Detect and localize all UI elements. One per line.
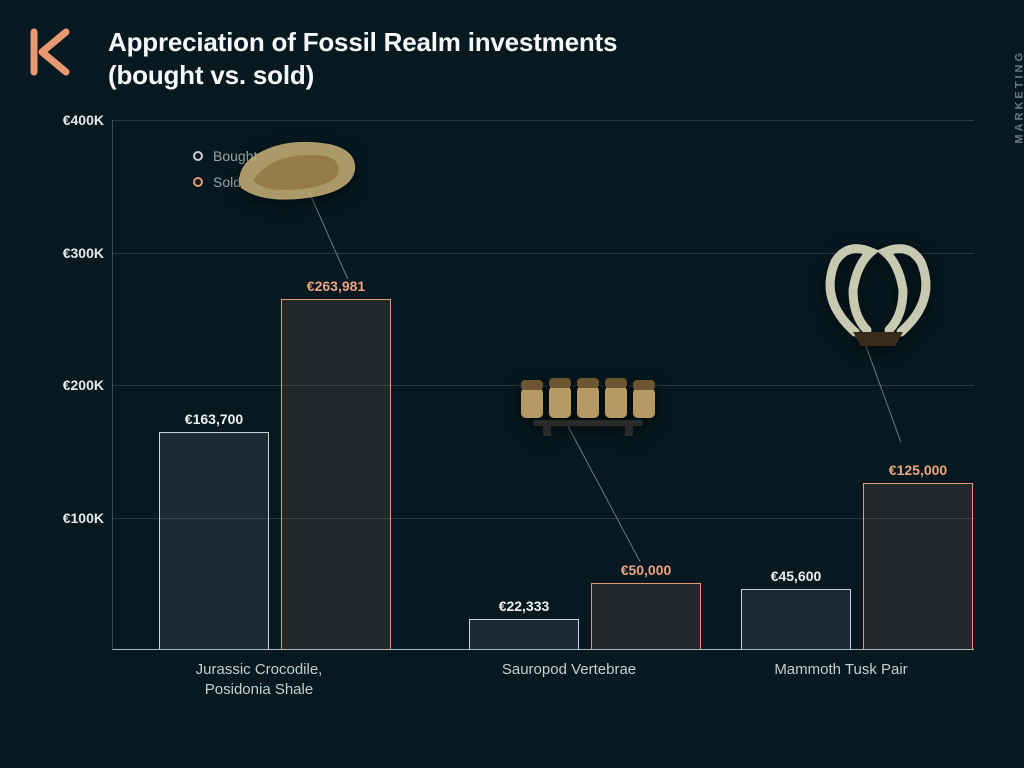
bar-value-label: €50,000 bbox=[592, 562, 700, 578]
side-label-marketing: MARKETING bbox=[1014, 50, 1024, 144]
xtick-jurassic-crocodile: Jurassic Crocodile, Posidonia Shale bbox=[134, 660, 384, 701]
bar-value-label: €163,700 bbox=[160, 411, 268, 427]
legend-marker-sold-icon bbox=[193, 177, 203, 187]
bar-bought: €45,600 bbox=[741, 589, 851, 649]
bar-value-label: €22,333 bbox=[470, 598, 578, 614]
page-title: Appreciation of Fossil Realm investments… bbox=[108, 26, 617, 91]
appreciation-bar-chart: €100K €200K €300K €400K Bought Sold bbox=[48, 120, 978, 690]
bar-sold: €263,981 bbox=[281, 299, 391, 649]
callout-line bbox=[565, 420, 641, 562]
title-line-1: Appreciation of Fossil Realm investments bbox=[108, 27, 617, 57]
vertebrae-icon bbox=[513, 370, 663, 440]
title-line-2: (bought vs. sold) bbox=[108, 60, 314, 90]
tusk-pair-icon bbox=[813, 240, 943, 350]
bar-value-label: €125,000 bbox=[864, 462, 972, 478]
fossil-slab-icon bbox=[233, 130, 363, 210]
ytick-100k: €100K bbox=[48, 510, 104, 526]
brand-logo bbox=[28, 28, 76, 76]
ytick-400k: €400K bbox=[48, 112, 104, 128]
legend-marker-bought-icon bbox=[193, 151, 203, 161]
bar-sold: €50,000 bbox=[591, 583, 701, 649]
bar-value-label: €45,600 bbox=[742, 568, 850, 584]
bar-bought: €163,700 bbox=[159, 432, 269, 649]
ytick-200k: €200K bbox=[48, 377, 104, 393]
xtick-sauropod-vertebrae: Sauropod Vertebrae bbox=[444, 660, 694, 680]
bar-group-jurassic-crocodile: €163,700 €263,981 bbox=[159, 299, 391, 649]
bar-group-mammoth-tusk: €45,600 €125,000 bbox=[741, 483, 973, 649]
ytick-300k: €300K bbox=[48, 245, 104, 261]
bar-group-sauropod-vertebrae: €22,333 €50,000 bbox=[469, 583, 701, 649]
xtick-mammoth-tusk: Mammoth Tusk Pair bbox=[716, 660, 966, 680]
plot-area: Bought Sold bbox=[112, 120, 974, 650]
gridline bbox=[113, 120, 974, 121]
bar-value-label: €263,981 bbox=[282, 278, 390, 294]
bar-bought: €22,333 bbox=[469, 619, 579, 649]
bar-sold: €125,000 bbox=[863, 483, 973, 649]
